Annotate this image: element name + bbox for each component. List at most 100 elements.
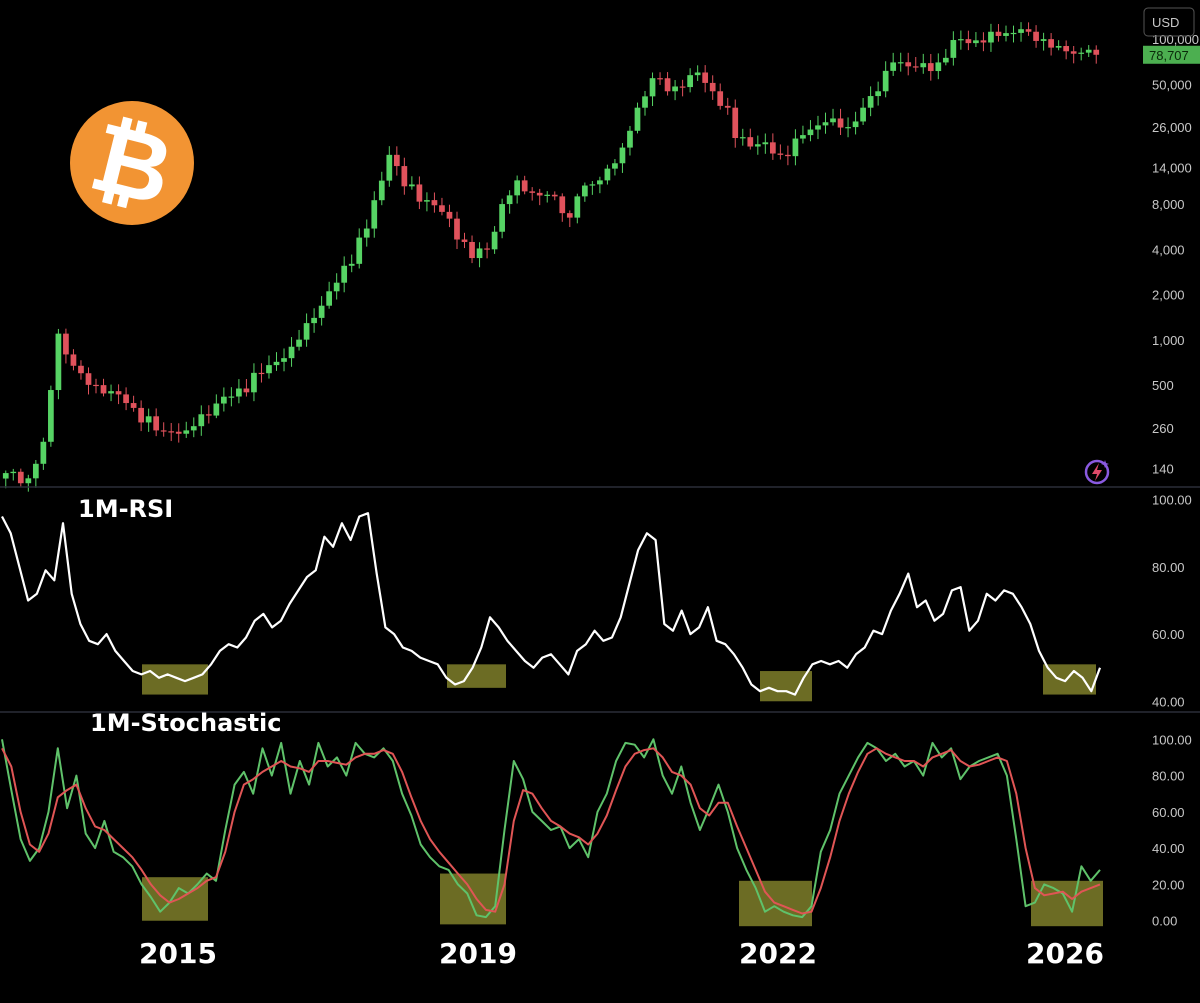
stochastic-highlight-box bbox=[440, 873, 506, 925]
price-candle bbox=[694, 65, 701, 81]
price-candle bbox=[672, 80, 678, 101]
price-candle bbox=[785, 145, 791, 166]
price-candle bbox=[867, 86, 874, 117]
price-candle bbox=[1093, 45, 1100, 64]
price-candle bbox=[1010, 25, 1017, 43]
price-candle bbox=[619, 143, 626, 173]
price-candle bbox=[70, 349, 77, 371]
price-candle bbox=[25, 474, 32, 492]
price-candle bbox=[544, 191, 551, 203]
price-tick-label: 2,000 bbox=[1152, 288, 1185, 303]
price-candle bbox=[709, 75, 716, 100]
stochastic-highlight-boxes bbox=[142, 873, 1103, 927]
price-candle bbox=[160, 422, 167, 437]
price-candle bbox=[318, 296, 325, 326]
year-label-2015: 2015 bbox=[139, 937, 217, 970]
price-candle bbox=[311, 308, 317, 333]
price-candle bbox=[657, 72, 663, 85]
price-candle bbox=[612, 159, 618, 176]
price-candle bbox=[491, 226, 498, 254]
price-candle bbox=[589, 181, 596, 195]
price-candle bbox=[1033, 25, 1039, 48]
year-label-2026: 2026 bbox=[1026, 937, 1104, 970]
price-tick-label: 26,000 bbox=[1152, 120, 1192, 135]
price-tick-label: 260 bbox=[1152, 421, 1174, 436]
price-candle bbox=[356, 228, 363, 269]
price-candle bbox=[1003, 25, 1009, 42]
price-candle bbox=[935, 53, 942, 80]
price-candle bbox=[679, 79, 686, 97]
price-candle bbox=[220, 387, 227, 412]
price-candle bbox=[439, 197, 445, 216]
price-candle bbox=[476, 242, 483, 268]
price-candle bbox=[40, 437, 47, 470]
price-candle bbox=[800, 125, 806, 144]
price-candle bbox=[416, 176, 423, 210]
price-candle bbox=[461, 232, 468, 249]
price-candle bbox=[32, 460, 39, 488]
rsi-tick-label: 80.00 bbox=[1152, 560, 1185, 575]
price-candle bbox=[17, 468, 24, 487]
price-candle bbox=[754, 135, 761, 155]
price-candle bbox=[168, 423, 175, 442]
price-candle bbox=[1040, 32, 1047, 51]
price-candle bbox=[281, 348, 287, 372]
rsi-highlight-box bbox=[760, 671, 812, 702]
price-candles bbox=[2, 22, 1100, 492]
price-candle bbox=[378, 171, 385, 206]
price-candle bbox=[574, 193, 581, 224]
price-candle bbox=[1070, 46, 1077, 64]
price-candle bbox=[115, 384, 122, 405]
lightning-spark-icon[interactable] bbox=[1084, 459, 1110, 485]
price-candle bbox=[920, 53, 927, 74]
price-candle bbox=[288, 337, 295, 367]
price-candle bbox=[995, 24, 1002, 42]
price-candle bbox=[536, 188, 543, 206]
price-candle bbox=[529, 187, 536, 201]
price-candle bbox=[341, 256, 348, 293]
price-candle bbox=[1055, 40, 1062, 51]
price-candle bbox=[927, 53, 934, 81]
price-candle bbox=[78, 360, 84, 380]
stochastic-tick-label: 40.00 bbox=[1152, 841, 1185, 856]
price-candle bbox=[198, 405, 205, 436]
price-candle bbox=[837, 108, 844, 135]
price-candle bbox=[393, 146, 400, 176]
price-candle bbox=[273, 352, 280, 371]
price-candle bbox=[386, 146, 393, 187]
stochastic-tick-label: 0.00 bbox=[1152, 914, 1177, 929]
rsi-highlight-boxes bbox=[142, 664, 1096, 702]
price-candle bbox=[973, 32, 979, 48]
price-candle bbox=[2, 470, 9, 489]
price-candle bbox=[108, 384, 114, 402]
price-candle bbox=[100, 378, 107, 397]
price-candle bbox=[446, 204, 453, 228]
price-candle bbox=[1078, 47, 1085, 61]
price-candle bbox=[627, 125, 633, 156]
price-panel: 100,000 50,000 26,000 14,000 8,000 4,000 2,000… bbox=[2, 7, 1200, 492]
price-axis: 100,000 50,000 26,000 14,000 8,000 4,000 2,000… bbox=[1152, 32, 1199, 476]
price-candle bbox=[687, 68, 693, 93]
price-candle bbox=[792, 129, 799, 166]
price-candle bbox=[988, 23, 994, 52]
rsi-tick-label: 40.00 bbox=[1152, 694, 1185, 709]
price-candle bbox=[183, 421, 190, 438]
price-candle bbox=[822, 112, 829, 134]
price-tick-label: 8,000 bbox=[1152, 197, 1185, 212]
bitcoin-logo-icon: ₿ bbox=[70, 100, 194, 228]
price-candle bbox=[634, 102, 641, 134]
price-candle bbox=[228, 387, 235, 407]
rsi-line bbox=[1, 512, 1102, 696]
price-candle bbox=[905, 52, 912, 76]
price-candle bbox=[912, 57, 919, 72]
price-candle bbox=[424, 192, 430, 212]
price-candle bbox=[890, 52, 897, 76]
stochastic-axis: 100.00 80.00 60.00 40.00 20.00 0.00 bbox=[1152, 732, 1192, 928]
currency-box[interactable] bbox=[1143, 7, 1195, 37]
stochastic-tick-label: 80.00 bbox=[1152, 769, 1185, 784]
price-candle bbox=[777, 144, 784, 160]
price-candle bbox=[875, 81, 882, 106]
price-candle bbox=[469, 235, 475, 264]
stochastic-tick-label: 60.00 bbox=[1152, 805, 1185, 820]
price-candle bbox=[732, 99, 739, 148]
